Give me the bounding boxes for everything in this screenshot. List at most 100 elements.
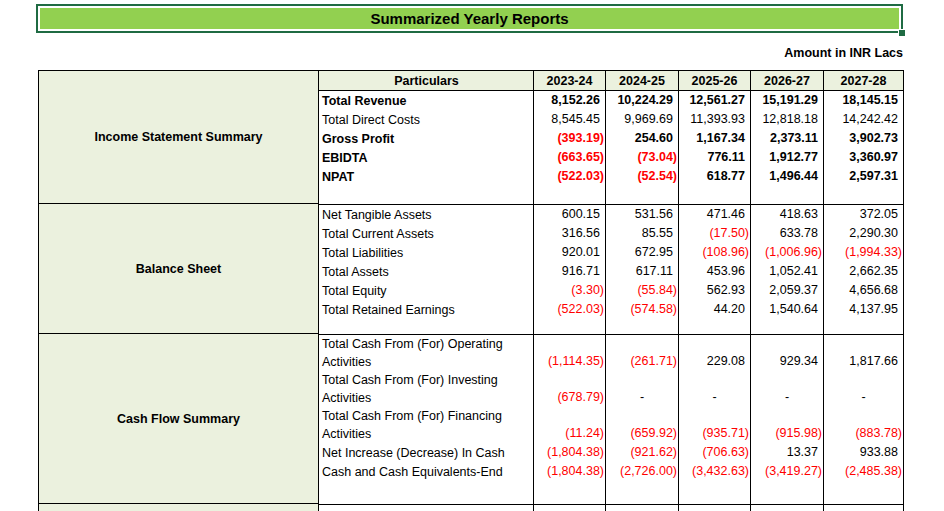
value-cell[interactable]: 254.60 xyxy=(606,129,679,148)
value-cell[interactable]: (3,419.27) xyxy=(751,462,824,481)
value-cell[interactable]: 18,145.15 xyxy=(824,91,904,110)
section-label-partial[interactable] xyxy=(39,504,319,511)
value-cell[interactable]: 13.37 xyxy=(751,443,824,462)
value-cell[interactable]: 1,817.66 xyxy=(824,335,904,371)
empty-cell[interactable] xyxy=(319,505,534,511)
value-cell[interactable]: 2,597.31 xyxy=(824,167,904,186)
value-cell[interactable]: 12,818.18 xyxy=(751,110,824,129)
year-header-cell-2023-24[interactable]: 2023-24 xyxy=(534,71,606,90)
value-cell[interactable]: 1,496.44 xyxy=(751,167,824,186)
value-cell[interactable]: 600.15 xyxy=(534,205,606,224)
value-cell[interactable]: 14,242.42 xyxy=(824,110,904,129)
value-cell[interactable]: 4,656.68 xyxy=(824,281,904,300)
value-cell[interactable]: 229.08 xyxy=(679,335,751,371)
value-cell[interactable]: 531.56 xyxy=(606,205,679,224)
value-cell[interactable]: 672.95 xyxy=(606,243,679,262)
value-cell[interactable]: 12,561.27 xyxy=(679,91,751,110)
row-label-cell[interactable]: Total Current Assets xyxy=(319,224,534,243)
value-cell[interactable]: (659.92) xyxy=(606,407,679,443)
year-header-cell-2025-26[interactable]: 2025-26 xyxy=(679,71,751,90)
empty-cell[interactable] xyxy=(824,319,904,335)
value-cell[interactable]: 2,373.11 xyxy=(751,129,824,148)
empty-cell[interactable] xyxy=(751,319,824,335)
value-cell[interactable]: 929.34 xyxy=(751,335,824,371)
row-label-cell[interactable]: Cash and Cash Equivalents-End xyxy=(319,462,534,481)
row-label-cell[interactable]: Total Liabilities xyxy=(319,243,534,262)
row-label-cell[interactable]: NPAT xyxy=(319,167,534,186)
row-label-cell[interactable]: Net Increase (Decrease) In Cash xyxy=(319,443,534,462)
value-cell[interactable]: - xyxy=(606,371,679,407)
value-cell[interactable]: 1,540.64 xyxy=(751,300,824,319)
value-cell[interactable]: (17.50) xyxy=(679,224,751,243)
empty-cell[interactable] xyxy=(824,186,904,205)
empty-cell[interactable] xyxy=(751,481,824,504)
empty-cell[interactable] xyxy=(534,319,606,335)
value-cell[interactable]: (883.78) xyxy=(824,407,904,443)
value-cell[interactable]: 933.88 xyxy=(824,443,904,462)
value-cell[interactable]: (706.63) xyxy=(679,443,751,462)
value-cell[interactable]: 1,912.77 xyxy=(751,148,824,167)
value-cell[interactable]: 2,662.35 xyxy=(824,262,904,281)
value-cell[interactable]: (3,432.63) xyxy=(679,462,751,481)
empty-cell[interactable] xyxy=(319,319,534,335)
value-cell[interactable]: 562.93 xyxy=(679,281,751,300)
empty-cell[interactable] xyxy=(824,481,904,504)
value-cell[interactable]: (921.62) xyxy=(606,443,679,462)
value-cell[interactable]: 2,059.37 xyxy=(751,281,824,300)
value-cell[interactable]: 776.11 xyxy=(679,148,751,167)
empty-cell[interactable] xyxy=(319,481,534,504)
value-cell[interactable]: (2,485.38) xyxy=(824,462,904,481)
value-cell[interactable]: 1,167.34 xyxy=(679,129,751,148)
value-cell[interactable]: 2,290.30 xyxy=(824,224,904,243)
value-cell[interactable]: (3.30) xyxy=(534,281,606,300)
value-cell[interactable]: 633.78 xyxy=(751,224,824,243)
value-cell[interactable]: 418.63 xyxy=(751,205,824,224)
row-label-cell[interactable]: Net Tangible Assets xyxy=(319,205,534,224)
empty-cell[interactable] xyxy=(824,505,904,511)
report-title-cell[interactable]: Summarized Yearly Reports xyxy=(36,4,903,33)
empty-cell[interactable] xyxy=(606,319,679,335)
value-cell[interactable]: 10,224.29 xyxy=(606,91,679,110)
value-cell[interactable]: 8,152.26 xyxy=(534,91,606,110)
value-cell[interactable]: (1,804.38) xyxy=(534,443,606,462)
value-cell[interactable]: 44.20 xyxy=(679,300,751,319)
selection-fill-handle[interactable] xyxy=(898,29,906,37)
empty-cell[interactable] xyxy=(679,186,751,205)
row-label-cell[interactable]: EBIDTA xyxy=(319,148,534,167)
empty-cell[interactable] xyxy=(319,186,534,205)
value-cell[interactable]: (915.98) xyxy=(751,407,824,443)
value-cell[interactable]: 11,393.93 xyxy=(679,110,751,129)
row-label-cell[interactable]: Total Equity xyxy=(319,281,534,300)
row-label-cell[interactable]: Total Retained Earnings xyxy=(319,300,534,319)
value-cell[interactable]: (935.71) xyxy=(679,407,751,443)
value-cell[interactable]: 372.05 xyxy=(824,205,904,224)
year-header-cell-2027-28[interactable]: 2027-28 xyxy=(824,71,904,90)
row-label-cell[interactable]: Total Assets xyxy=(319,262,534,281)
value-cell[interactable]: (678.79) xyxy=(534,371,606,407)
value-cell[interactable]: (1,114.35) xyxy=(534,335,606,371)
value-cell[interactable]: (522.03) xyxy=(534,300,606,319)
value-cell[interactable]: (574.58) xyxy=(606,300,679,319)
row-label-cell[interactable]: Gross Profit xyxy=(319,129,534,148)
value-cell[interactable]: (73.04) xyxy=(606,148,679,167)
empty-cell[interactable] xyxy=(679,505,751,511)
value-cell[interactable]: 9,969.69 xyxy=(606,110,679,129)
section-label-income-statement-summary[interactable]: Income Statement Summary xyxy=(39,71,319,204)
value-cell[interactable]: (55.84) xyxy=(606,281,679,300)
value-cell[interactable]: 4,137.95 xyxy=(824,300,904,319)
value-cell[interactable]: (663.65) xyxy=(534,148,606,167)
value-cell[interactable]: - xyxy=(751,371,824,407)
empty-cell[interactable] xyxy=(606,505,679,511)
row-label-cell[interactable]: Total Cash From (For) Operating Activiti… xyxy=(319,335,534,371)
value-cell[interactable]: (393.19) xyxy=(534,129,606,148)
value-cell[interactable]: (108.96) xyxy=(679,243,751,262)
empty-cell[interactable] xyxy=(534,186,606,205)
year-header-cell-2026-27[interactable]: 2026-27 xyxy=(751,71,824,90)
row-label-cell[interactable]: Total Cash From (For) Investing Activiti… xyxy=(319,371,534,407)
value-cell[interactable]: 1,052.41 xyxy=(751,262,824,281)
empty-cell[interactable] xyxy=(534,481,606,504)
empty-cell[interactable] xyxy=(751,186,824,205)
year-header-cell-2024-25[interactable]: 2024-25 xyxy=(606,71,679,90)
value-cell[interactable]: 316.56 xyxy=(534,224,606,243)
value-cell[interactable]: (1,804.38) xyxy=(534,462,606,481)
